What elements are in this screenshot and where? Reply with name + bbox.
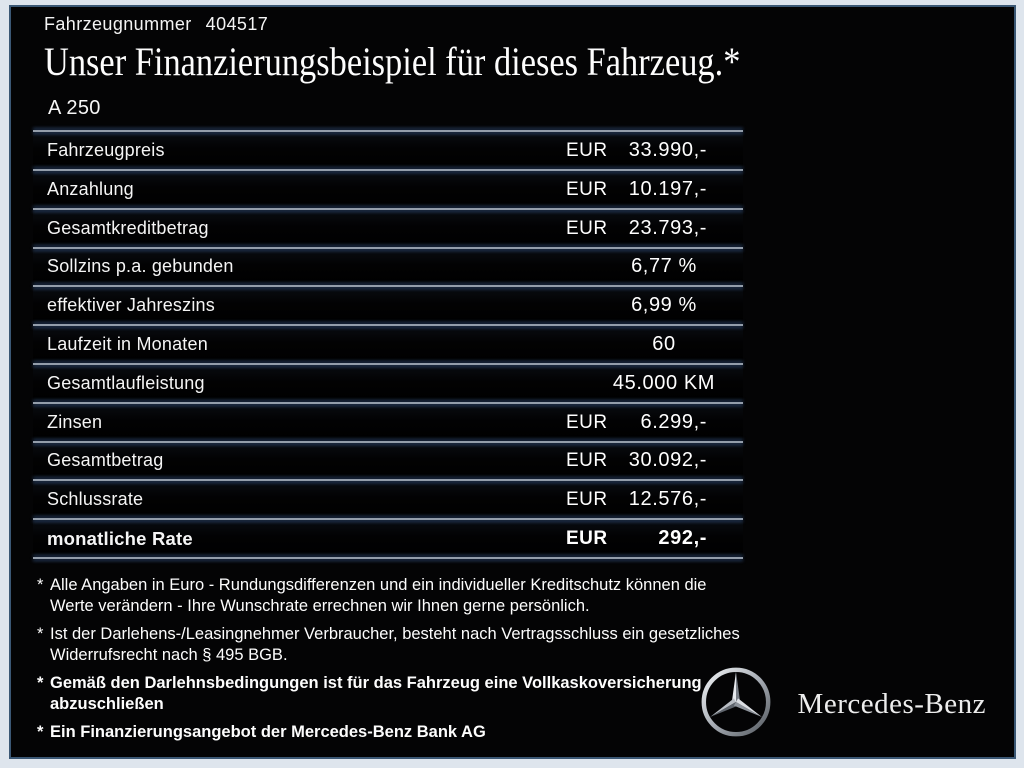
row-currency: EUR — [566, 411, 608, 433]
footnote-text: Ist der Darlehens-/Leasingnehmer Verbrau… — [50, 624, 740, 664]
asterisk-marker: * — [37, 575, 44, 594]
table-row-schlussrate: Schlussrate EUR 12.576,- — [33, 479, 743, 520]
page-title: Unser Finanzierungsbeispiel für dieses F… — [44, 39, 741, 84]
row-currency: EUR — [566, 217, 608, 239]
table-row-laufzeit: Laufzeit in Monaten 60 — [33, 324, 743, 364]
row-value: 45.000 KM — [612, 371, 716, 394]
table-row-gesamtkreditbetrag: Gesamtkreditbetrag EUR 23.793,- — [33, 207, 743, 248]
row-label: Gesamtlaufleistung — [47, 372, 205, 393]
row-value-cell: EUR 292,- — [556, 527, 728, 550]
row-value: 10.197,- — [628, 177, 707, 200]
row-value-cell: EUR 6.299,- — [556, 411, 728, 434]
footnote-text: Gemäß den Darlehnsbedingungen ist für da… — [50, 673, 702, 713]
footnote-rounding: * Alle Angaben in Euro - Rundungsdiffere… — [37, 575, 745, 617]
table-row-gesamtlaufleistung: Gesamtlaufleistung 45.000 KM — [33, 362, 743, 403]
vehicle-number-value: 404517 — [205, 14, 269, 34]
row-label: Gesamtbetrag — [47, 450, 164, 471]
asterisk-marker: * — [37, 624, 44, 643]
table-row-anzahlung: Anzahlung EUR 10.197,- — [33, 168, 743, 209]
row-currency: EUR — [566, 450, 608, 472]
row-value-cell: 6,99 % — [556, 294, 728, 317]
footnote-vollkasko: * Gemäß den Darlehnsbedingungen ist für … — [37, 673, 745, 715]
mercedes-star-icon — [699, 665, 773, 744]
table-row-effektiver-jahreszins: effektiver Jahreszins 6,99 % — [33, 285, 743, 326]
row-value: 6.299,- — [640, 410, 707, 433]
row-value-cell: EUR 33.990,- — [556, 139, 728, 162]
row-label: Gesamtkreditbetrag — [47, 217, 209, 238]
row-label: Zinsen — [47, 411, 103, 432]
row-value: 23.793,- — [628, 216, 707, 239]
footnote-bank: * Ein Finanzierungsangebot der Mercedes-… — [37, 722, 745, 743]
table-row-monatliche-rate: monatliche Rate EUR 292,- — [33, 518, 743, 558]
vehicle-model: A 250 — [48, 97, 101, 120]
row-value: 6,77 % — [631, 255, 697, 278]
row-label: Anzahlung — [47, 178, 134, 199]
row-value-cell: 6,77 % — [556, 255, 728, 278]
row-value-cell: EUR 12.576,- — [556, 488, 728, 511]
asterisk-marker: * — [37, 673, 44, 692]
financing-table: Fahrzeugpreis EUR 33.990,- Anzahlung EUR 1… — [33, 130, 743, 559]
row-label: Laufzeit in Monaten — [47, 334, 208, 355]
asterisk-marker: * — [37, 722, 44, 741]
slide-frame: Fahrzeugnummer 404517 Unser Finanzierungs… — [9, 5, 1016, 759]
vehicle-number: Fahrzeugnummer 404517 — [44, 14, 1014, 35]
row-value-cell: 45.000 KM — [556, 372, 728, 395]
footnote-text: Alle Angaben in Euro - Rundungsdifferenz… — [50, 575, 707, 615]
table-row-gesamtbetrag: Gesamtbetrag EUR 30.092,- — [33, 440, 743, 481]
row-value-cell: EUR 10.197,- — [556, 178, 728, 201]
table-row-sollzins: Sollzins p.a. gebunden 6,77 % — [33, 246, 743, 287]
table-row-fahrzeugpreis: Fahrzeugpreis EUR 33.990,- — [33, 130, 743, 170]
row-label: Fahrzeugpreis — [47, 140, 165, 161]
row-value: 30.092,- — [628, 449, 707, 472]
row-value: 60 — [652, 333, 676, 356]
row-currency: EUR — [566, 489, 608, 511]
brand-footer: Mercedes-Benz — [699, 665, 986, 744]
footnote-widerrufsrecht: * Ist der Darlehens-/Leasingnehmer Verbr… — [37, 624, 745, 666]
row-value: 6,99 % — [631, 294, 697, 317]
row-value: 292,- — [658, 527, 707, 550]
row-label: effektiver Jahreszins — [47, 295, 215, 316]
footnote-text: Ein Finanzierungsangebot der Mercedes-Be… — [50, 722, 486, 741]
row-value: 33.990,- — [628, 139, 707, 162]
footnotes: * Alle Angaben in Euro - Rundungsdiffere… — [37, 575, 745, 743]
row-value-cell: EUR 23.793,- — [556, 217, 728, 240]
row-value-cell: 60 — [556, 333, 728, 356]
row-currency: EUR — [566, 528, 608, 550]
row-label: Schlussrate — [47, 489, 144, 510]
table-row-zinsen: Zinsen EUR 6.299,- — [33, 401, 743, 442]
vehicle-number-label: Fahrzeugnummer — [44, 14, 192, 34]
row-currency: EUR — [566, 140, 608, 162]
row-value: 12.576,- — [628, 488, 707, 511]
row-label: Sollzins p.a. gebunden — [47, 256, 234, 277]
row-label: monatliche Rate — [47, 527, 193, 549]
brand-wordmark: Mercedes-Benz — [797, 688, 986, 720]
row-currency: EUR — [566, 178, 608, 200]
row-value-cell: EUR 30.092,- — [556, 449, 728, 472]
